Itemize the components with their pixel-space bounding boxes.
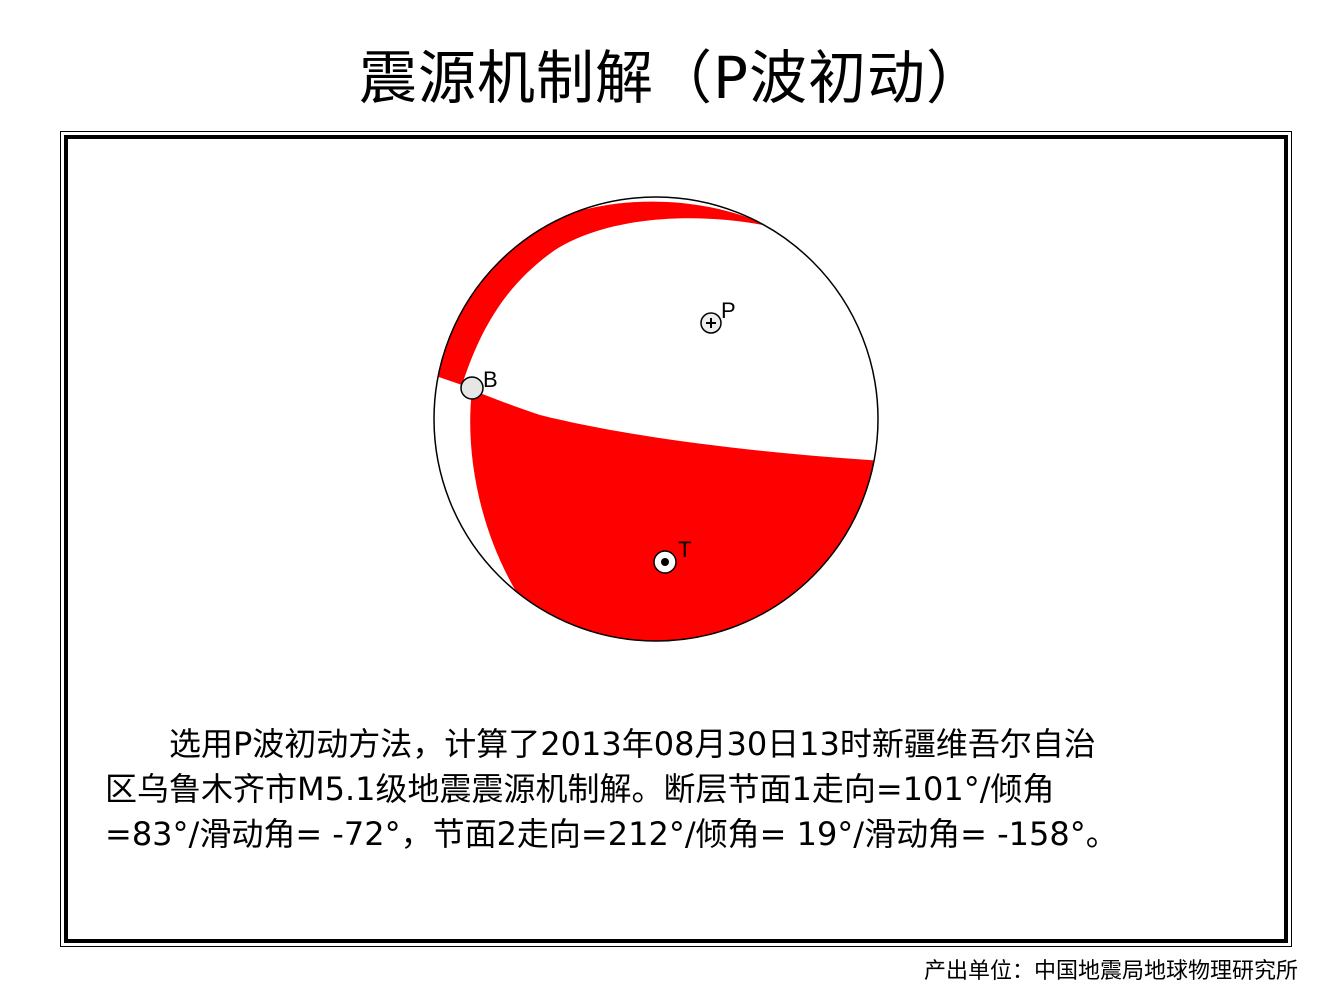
compression-quadrant-upper — [436, 201, 768, 385]
beachball-outline — [433, 196, 879, 642]
p-axis-marker — [700, 312, 722, 334]
t-axis-label: T — [678, 537, 691, 562]
b-axis-label: B — [483, 367, 498, 392]
t-axis-marker — [653, 550, 677, 574]
producer-credit: 产出单位：中国地震局地球物理研究所 — [923, 959, 1298, 984]
figure-frame-outer — [60, 131, 1292, 947]
compression-quadrant-lower — [470, 390, 878, 641]
solution-description: 选用P波初动方法，计算了2013年08月30日13时新疆维吾尔自治 区乌鲁木齐市… — [105, 725, 1118, 853]
slide-title: 震源机制解（P波初动） — [359, 44, 985, 112]
b-axis-marker — [460, 376, 484, 400]
p-axis-label: P — [721, 298, 736, 323]
